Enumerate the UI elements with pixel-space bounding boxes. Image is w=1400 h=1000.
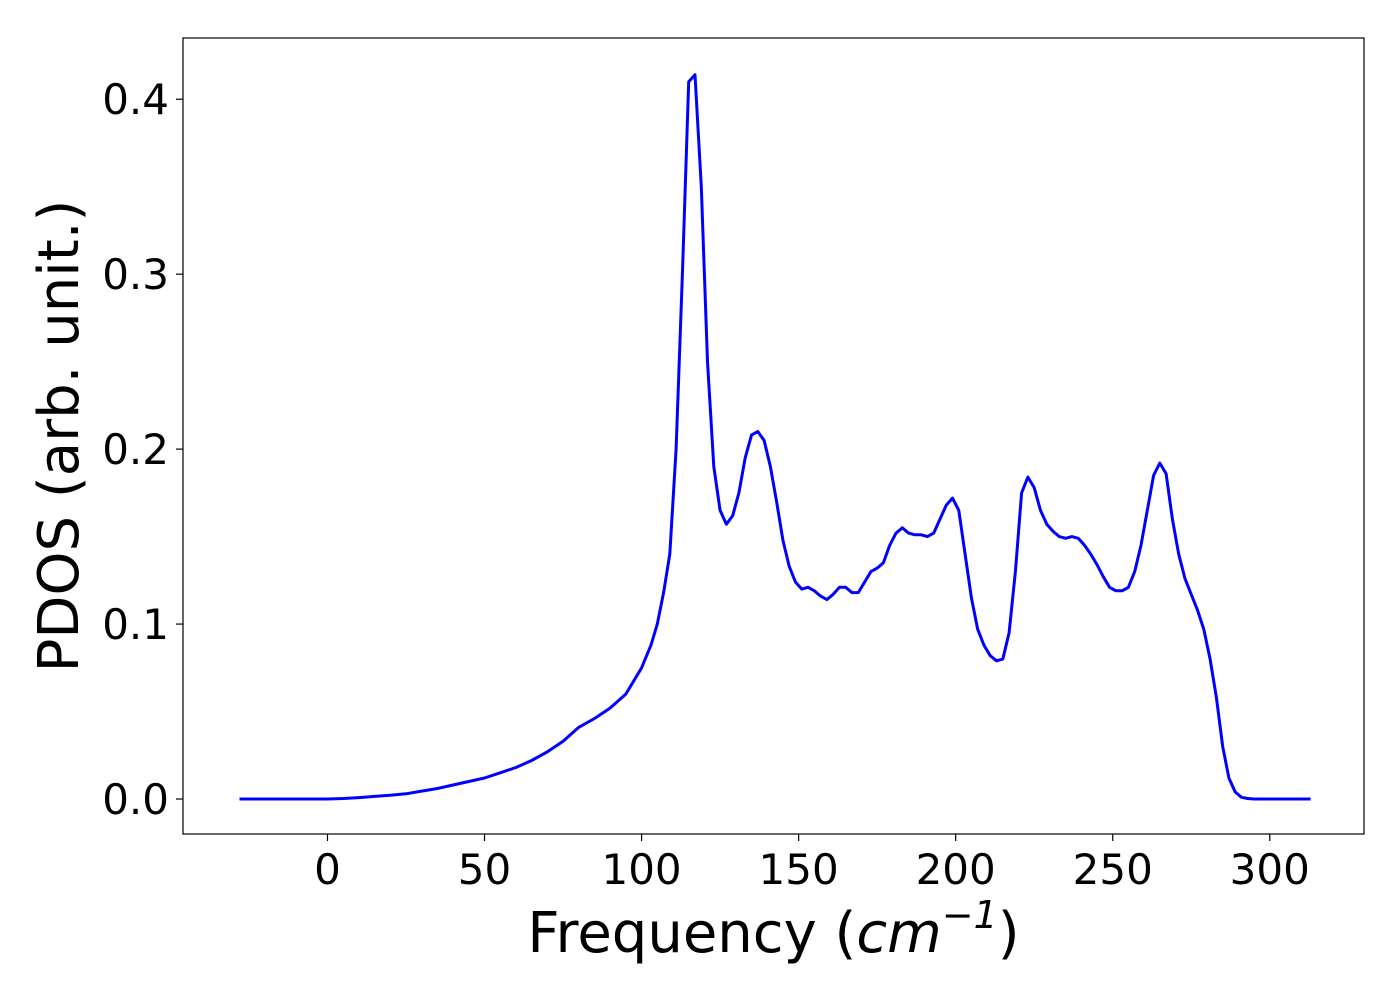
x-axis-ticks: 0 50 100 150 200 250 300 <box>314 834 1310 894</box>
x-tick-label: 100 <box>601 845 681 894</box>
y-axis-title: PDOS (arb. unit.) <box>27 200 92 673</box>
y-tick-label: 0.4 <box>102 75 169 124</box>
x-axis-title: Frequency (cm−1) <box>527 893 1019 966</box>
x-axis-title-unit-exponent: −1 <box>942 893 998 937</box>
plot-area <box>239 73 1311 801</box>
x-tick-label: 300 <box>1230 845 1310 894</box>
x-axis-title-paren-open: ( <box>817 901 857 966</box>
x-tick-label: 250 <box>1073 845 1153 894</box>
x-tick-label: 0 <box>314 845 341 894</box>
pdos-series-line <box>239 73 1311 801</box>
x-tick-label: 150 <box>759 845 839 894</box>
x-axis-title-unit: cm <box>856 901 941 966</box>
x-axis-title-text: Frequency <box>527 901 816 966</box>
y-tick-label: 0.0 <box>102 775 169 824</box>
y-tick-label: 0.2 <box>102 425 169 474</box>
x-tick-label: 50 <box>458 845 511 894</box>
x-tick-label: 200 <box>916 845 996 894</box>
plot-frame <box>182 37 1365 835</box>
y-axis-ticks: 0.0 0.1 0.2 0.3 0.4 <box>102 75 183 824</box>
x-axis-title-paren-close: ) <box>998 901 1020 966</box>
y-tick-label: 0.3 <box>102 250 169 299</box>
y-tick-label: 0.1 <box>102 600 169 649</box>
